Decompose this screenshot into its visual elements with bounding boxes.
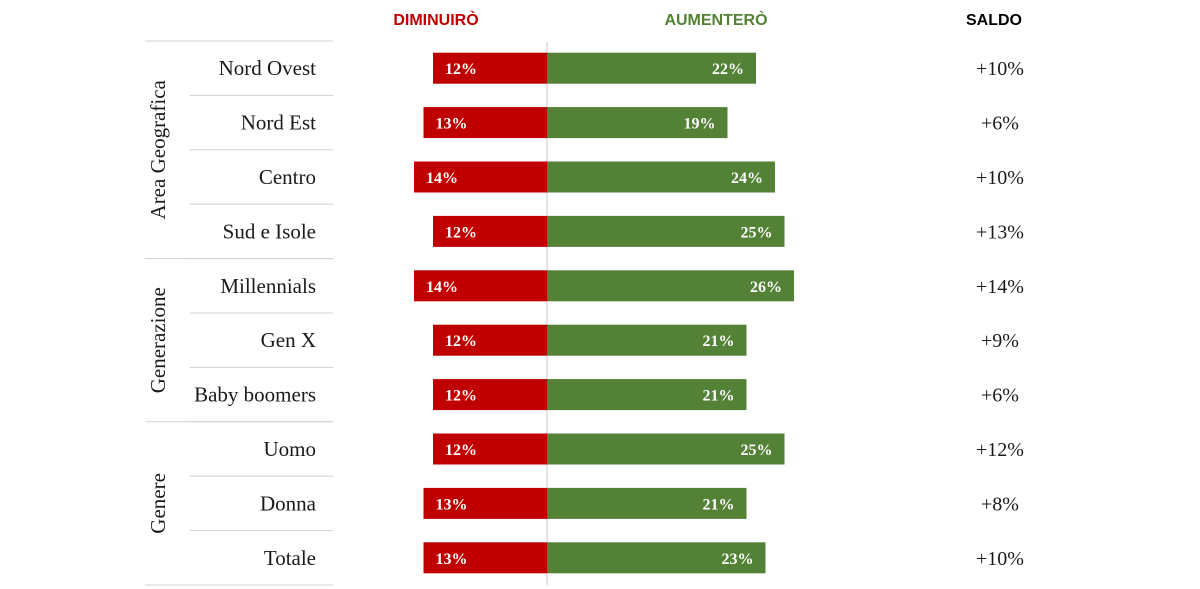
saldo-value: +6% bbox=[981, 385, 1019, 407]
bar-increase bbox=[547, 379, 747, 411]
bar-decrease bbox=[423, 107, 547, 139]
bar-decrease-label: 12% bbox=[445, 61, 477, 78]
bar-increase bbox=[547, 270, 794, 302]
header-decrease: DIMINUIRÒ bbox=[393, 10, 478, 29]
saldo-value: +6% bbox=[981, 113, 1019, 135]
saldo-value: +8% bbox=[981, 493, 1019, 515]
group-label: Generazione bbox=[146, 287, 170, 393]
saldo-value: +10% bbox=[976, 548, 1024, 570]
bar-decrease-label: 13% bbox=[436, 496, 468, 513]
bar-decrease bbox=[423, 542, 547, 574]
bar-decrease-label: 12% bbox=[445, 442, 477, 459]
bar-decrease-label: 12% bbox=[445, 333, 477, 350]
bar-decrease bbox=[433, 215, 547, 247]
bar-decrease bbox=[433, 324, 547, 356]
saldo-value: +10% bbox=[976, 58, 1024, 80]
bar-increase-label: 25% bbox=[741, 224, 773, 241]
bar-decrease-label: 13% bbox=[436, 116, 468, 133]
bar-increase bbox=[547, 433, 785, 465]
bar-decrease bbox=[433, 52, 547, 84]
bar-decrease bbox=[414, 270, 547, 302]
saldo-value: +14% bbox=[976, 276, 1024, 298]
bar-increase-label: 21% bbox=[703, 333, 735, 350]
bar-increase-label: 22% bbox=[712, 61, 744, 78]
saldo-value: +10% bbox=[976, 167, 1024, 189]
bar-decrease bbox=[433, 433, 547, 465]
header-increase: AUMENTERÒ bbox=[664, 10, 767, 29]
category-label: Uomo bbox=[264, 437, 317, 461]
bar-increase bbox=[547, 324, 747, 356]
bar-decrease-label: 12% bbox=[445, 224, 477, 241]
header-balance: SALDO bbox=[966, 12, 1022, 29]
bar-increase-label: 23% bbox=[722, 551, 754, 568]
bar-increase-label: 21% bbox=[703, 496, 735, 513]
saldo-value: +12% bbox=[976, 439, 1024, 461]
saldo-value: +9% bbox=[981, 330, 1019, 352]
category-label: Nord Ovest bbox=[219, 56, 317, 80]
category-label: Totale bbox=[264, 546, 316, 570]
category-label: Baby boomers bbox=[194, 383, 316, 407]
bar-increase bbox=[547, 161, 775, 193]
bar-decrease bbox=[423, 487, 547, 519]
bar-decrease bbox=[414, 161, 547, 193]
bar-decrease-label: 13% bbox=[436, 551, 468, 568]
bar-increase-label: 19% bbox=[684, 116, 716, 133]
category-label: Millennials bbox=[220, 274, 316, 298]
bar-increase bbox=[547, 542, 766, 574]
category-label: Sud e Isole bbox=[223, 219, 316, 243]
bar-increase-label: 26% bbox=[750, 279, 782, 296]
category-label: Donna bbox=[260, 491, 317, 515]
bar-decrease-label: 12% bbox=[445, 388, 477, 405]
bar-decrease bbox=[433, 379, 547, 411]
bar-increase-label: 24% bbox=[731, 170, 763, 187]
category-label: Gen X bbox=[261, 328, 316, 352]
bar-increase bbox=[547, 487, 747, 519]
category-label: Nord Est bbox=[241, 111, 316, 135]
bar-decrease-label: 14% bbox=[426, 279, 458, 296]
category-label: Centro bbox=[259, 165, 316, 189]
bar-increase-label: 21% bbox=[703, 388, 735, 405]
bar-decrease-label: 14% bbox=[426, 170, 458, 187]
bar-increase bbox=[547, 52, 756, 84]
group-label: Genere bbox=[146, 473, 170, 534]
bar-increase bbox=[547, 107, 728, 139]
saldo-value: +13% bbox=[976, 221, 1024, 243]
bar-increase-label: 25% bbox=[741, 442, 773, 459]
group-label: Area Geografica bbox=[146, 79, 170, 219]
bar-increase bbox=[547, 215, 785, 247]
